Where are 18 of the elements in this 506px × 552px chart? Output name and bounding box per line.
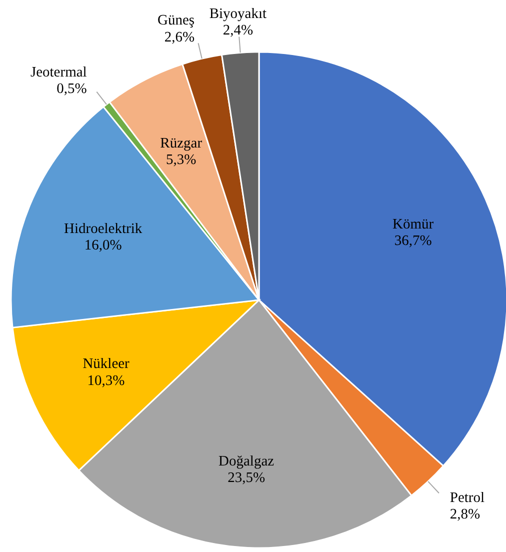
data-label: 5,3% [166, 152, 196, 168]
slice-label: Biyoyakıt [209, 6, 267, 22]
data-label: 10,3% [87, 372, 125, 389]
slice-label: Rüzgar [160, 136, 202, 152]
data-label: 2,4% [222, 22, 254, 39]
data-label: 36,7% [394, 233, 432, 250]
slice-label: Jeotermal [30, 64, 87, 80]
data-label: 0,5% [56, 80, 87, 97]
slice-label: Kömür [392, 216, 434, 232]
data-label: 2,6% [164, 29, 195, 46]
slice-label: Hidroelektrik [64, 220, 143, 237]
data-label: 16,0% [84, 238, 122, 254]
data-label: 23,5% [228, 470, 266, 486]
slice-label: Doğalgaz [218, 453, 275, 470]
slice-label: Petrol [450, 490, 485, 506]
slice-label: Güneş [157, 12, 195, 29]
data-label: 2,8% [450, 506, 480, 523]
slice-label: Nükleer [82, 356, 130, 372]
